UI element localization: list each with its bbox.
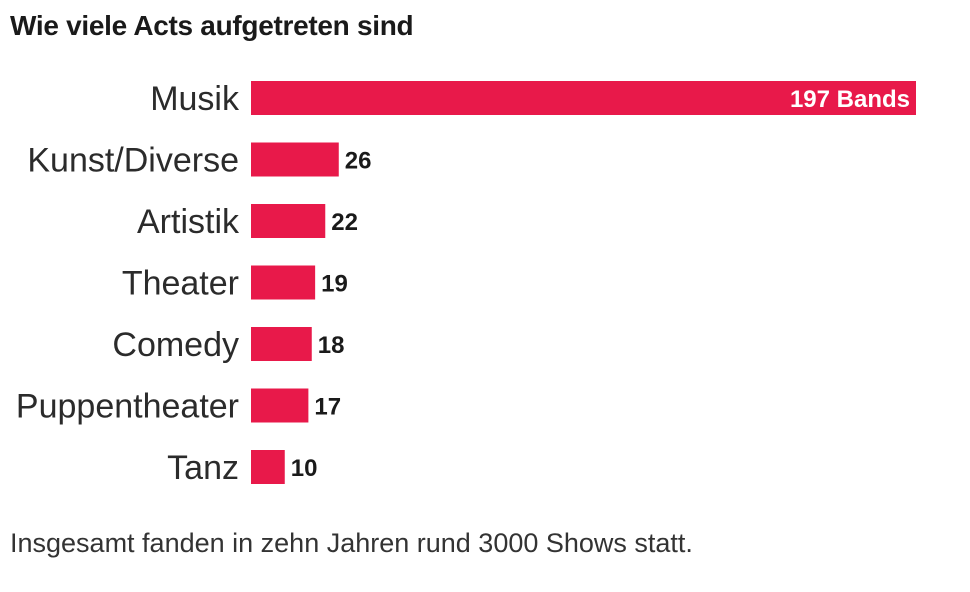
- bar: [251, 265, 316, 300]
- bar: [251, 81, 916, 115]
- category-label: Kunst/Diverse: [27, 142, 239, 180]
- value-label: 10: [291, 455, 318, 482]
- value-label: 18: [318, 332, 345, 359]
- value-label: 19: [321, 271, 348, 298]
- chart-footnote: Insgesamt fanden in zehn Jahren rund 300…: [10, 528, 693, 558]
- bar: [251, 327, 312, 361]
- category-label: Musik: [150, 80, 240, 118]
- category-label: Tanz: [167, 449, 239, 487]
- bar: [251, 204, 326, 238]
- category-label: Artistik: [137, 203, 240, 241]
- bar: [251, 450, 285, 484]
- bar: [251, 388, 309, 423]
- value-label: 26: [345, 148, 372, 175]
- value-label: 17: [314, 394, 341, 421]
- category-label: Puppentheater: [16, 388, 239, 426]
- category-label: Theater: [122, 265, 239, 303]
- value-label: 22: [331, 209, 358, 236]
- bars-layer: Musik 197 Bands Kunst/Diverse 26 Artistik 22 T…: [16, 80, 916, 487]
- bar-chart: Musik 197 Bands Kunst/Diverse 26 Artistik 22 T…: [16, 80, 916, 487]
- chart-title: Wie viele Acts aufgetreten sind: [10, 10, 414, 41]
- category-label: Comedy: [112, 326, 239, 364]
- bar: [251, 142, 339, 177]
- value-label: 197 Bands: [790, 86, 910, 113]
